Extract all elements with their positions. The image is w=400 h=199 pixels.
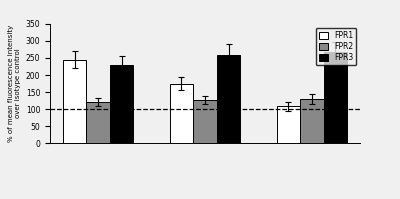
Bar [277,106,300,143]
Bar [324,52,347,143]
Bar [217,55,240,143]
Y-axis label: % of mean fluorescence intensity
over isotype control: % of mean fluorescence intensity over is… [8,25,22,142]
Legend: FPR1, FPR2, FPR3: FPR1, FPR2, FPR3 [316,28,356,65]
Bar [170,84,193,143]
Bar [86,102,110,143]
Bar [63,60,86,143]
Bar [193,100,217,143]
Bar [300,99,324,143]
Bar [110,65,133,143]
